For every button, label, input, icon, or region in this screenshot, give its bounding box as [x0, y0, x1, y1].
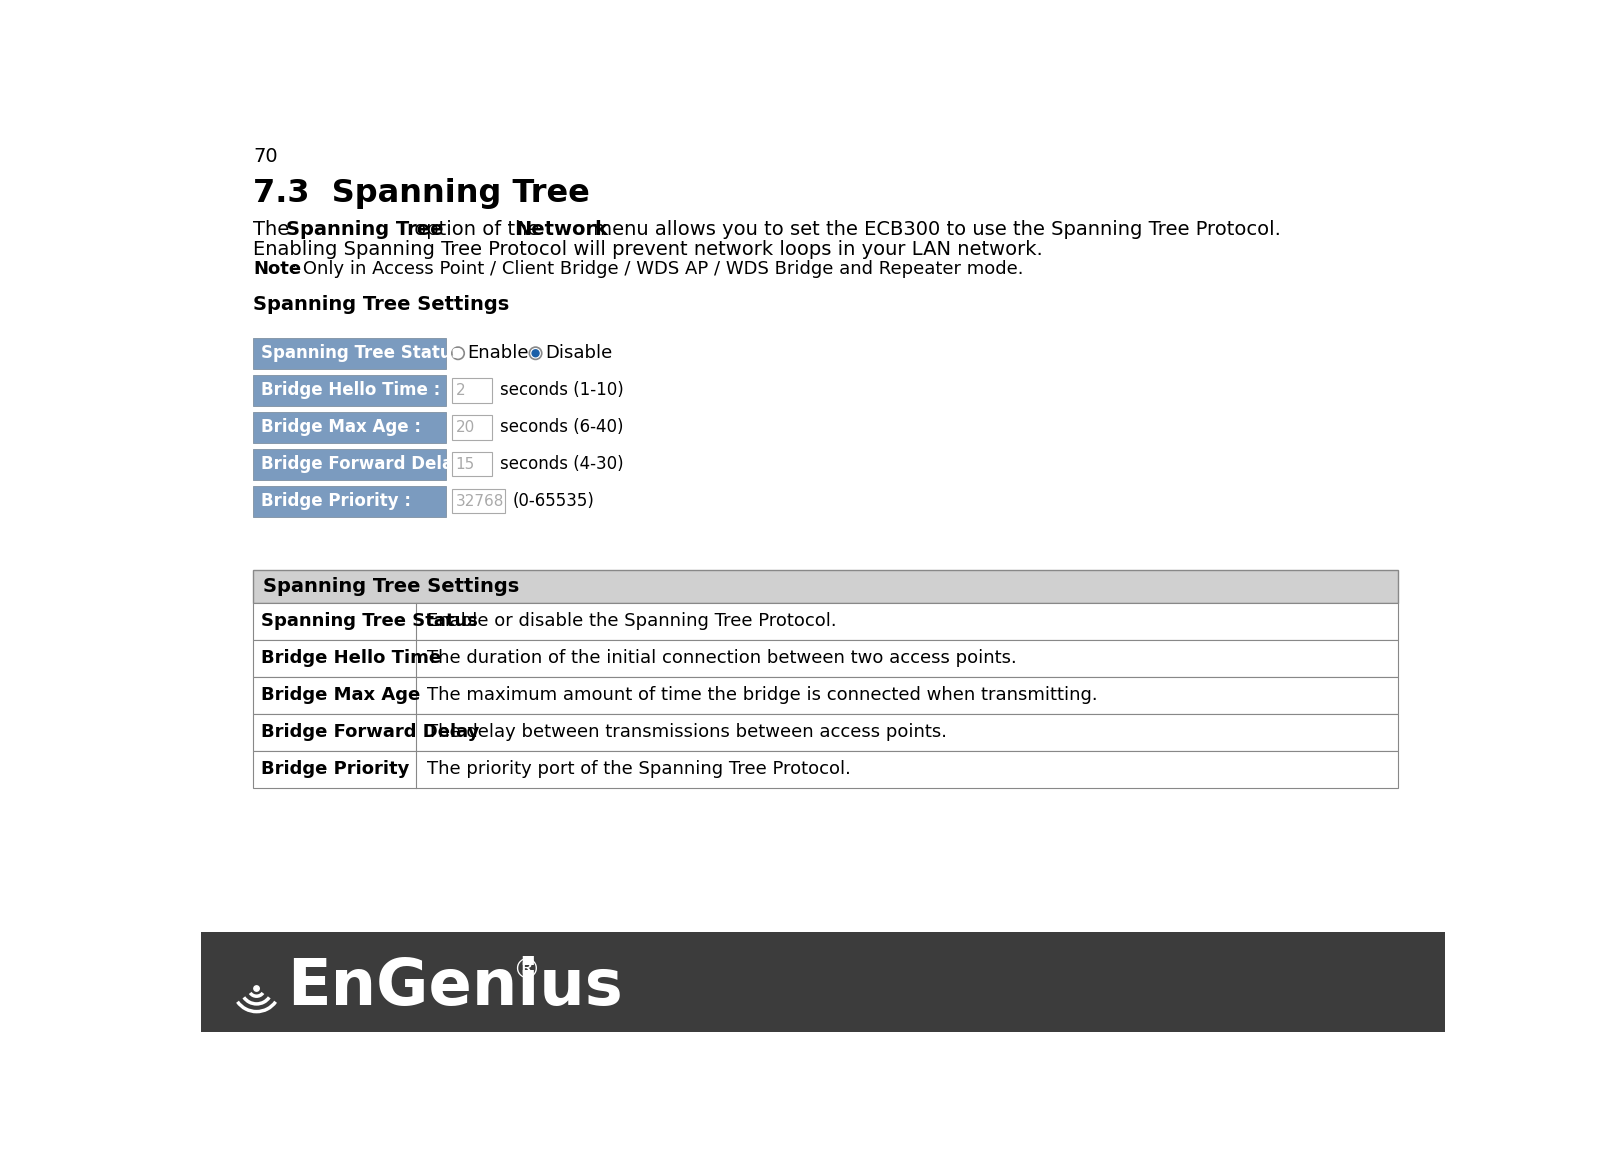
Circle shape	[531, 350, 539, 357]
FancyBboxPatch shape	[254, 751, 1398, 788]
Text: menu allows you to set the ECB300 to use the Spanning Tree Protocol.: menu allows you to set the ECB300 to use…	[587, 219, 1281, 239]
Text: Bridge Max Age: Bridge Max Age	[262, 686, 421, 704]
Text: The duration of the initial connection between two access points.: The duration of the initial connection b…	[427, 650, 1016, 667]
Text: Spanning Tree Settings: Spanning Tree Settings	[263, 577, 518, 596]
FancyBboxPatch shape	[254, 375, 445, 406]
Text: Network: Network	[515, 219, 608, 239]
Text: seconds (1-10): seconds (1-10)	[499, 382, 623, 399]
Text: : Only in Access Point / Client Bridge / WDS AP / WDS Bridge and Repeater mode.: : Only in Access Point / Client Bridge /…	[291, 260, 1022, 278]
FancyBboxPatch shape	[451, 488, 504, 514]
Text: The: The	[254, 219, 295, 239]
FancyBboxPatch shape	[201, 933, 1444, 1032]
FancyBboxPatch shape	[254, 486, 445, 516]
Text: Bridge Hello Time: Bridge Hello Time	[262, 650, 441, 667]
Text: EnGenius: EnGenius	[287, 956, 623, 1018]
Text: option of the: option of the	[408, 219, 546, 239]
FancyBboxPatch shape	[254, 603, 1398, 639]
Text: Spanning Tree Status :: Spanning Tree Status :	[262, 345, 473, 362]
Text: 15: 15	[456, 457, 475, 472]
Text: Spanning Tree Status: Spanning Tree Status	[262, 612, 478, 630]
FancyBboxPatch shape	[451, 451, 491, 477]
Text: Bridge Hello Time :: Bridge Hello Time :	[262, 382, 440, 399]
Text: Enable or disable the Spanning Tree Protocol.: Enable or disable the Spanning Tree Prot…	[427, 612, 836, 630]
FancyBboxPatch shape	[451, 378, 491, 403]
Text: The delay between transmissions between access points.: The delay between transmissions between …	[427, 723, 947, 741]
Text: 7.3  Spanning Tree: 7.3 Spanning Tree	[254, 179, 589, 209]
FancyBboxPatch shape	[254, 639, 1398, 676]
FancyBboxPatch shape	[254, 449, 445, 479]
Text: (0-65535): (0-65535)	[512, 492, 594, 510]
Text: 2: 2	[456, 383, 465, 398]
Text: The priority port of the Spanning Tree Protocol.: The priority port of the Spanning Tree P…	[427, 760, 851, 778]
Text: 20: 20	[456, 420, 475, 435]
Text: seconds (6-40): seconds (6-40)	[499, 419, 623, 436]
Text: seconds (4-30): seconds (4-30)	[499, 455, 623, 473]
Circle shape	[254, 986, 258, 991]
Text: Bridge Priority: Bridge Priority	[262, 760, 409, 778]
Text: Spanning Tree: Spanning Tree	[286, 219, 443, 239]
FancyBboxPatch shape	[254, 713, 1398, 751]
FancyBboxPatch shape	[254, 412, 445, 443]
Text: Spanning Tree Settings: Spanning Tree Settings	[254, 295, 509, 314]
Text: 70: 70	[254, 147, 278, 166]
Text: Bridge Priority :: Bridge Priority :	[262, 492, 411, 510]
FancyBboxPatch shape	[451, 415, 491, 440]
Text: Bridge Forward Delay: Bridge Forward Delay	[262, 723, 480, 741]
Text: Enable: Enable	[467, 345, 528, 362]
FancyBboxPatch shape	[254, 676, 1398, 713]
Text: Disable: Disable	[544, 345, 612, 362]
FancyBboxPatch shape	[254, 338, 445, 369]
Text: Enabling Spanning Tree Protocol will prevent network loops in your LAN network.: Enabling Spanning Tree Protocol will pre…	[254, 240, 1043, 259]
Text: 32768: 32768	[456, 494, 504, 508]
Text: ®: ®	[512, 957, 539, 985]
Text: Bridge Max Age :: Bridge Max Age :	[262, 419, 421, 436]
Text: The maximum amount of time the bridge is connected when transmitting.: The maximum amount of time the bridge is…	[427, 686, 1096, 704]
Text: Note: Note	[254, 260, 302, 278]
FancyBboxPatch shape	[254, 571, 1398, 603]
Text: Bridge Forward Delay :: Bridge Forward Delay :	[262, 455, 475, 473]
